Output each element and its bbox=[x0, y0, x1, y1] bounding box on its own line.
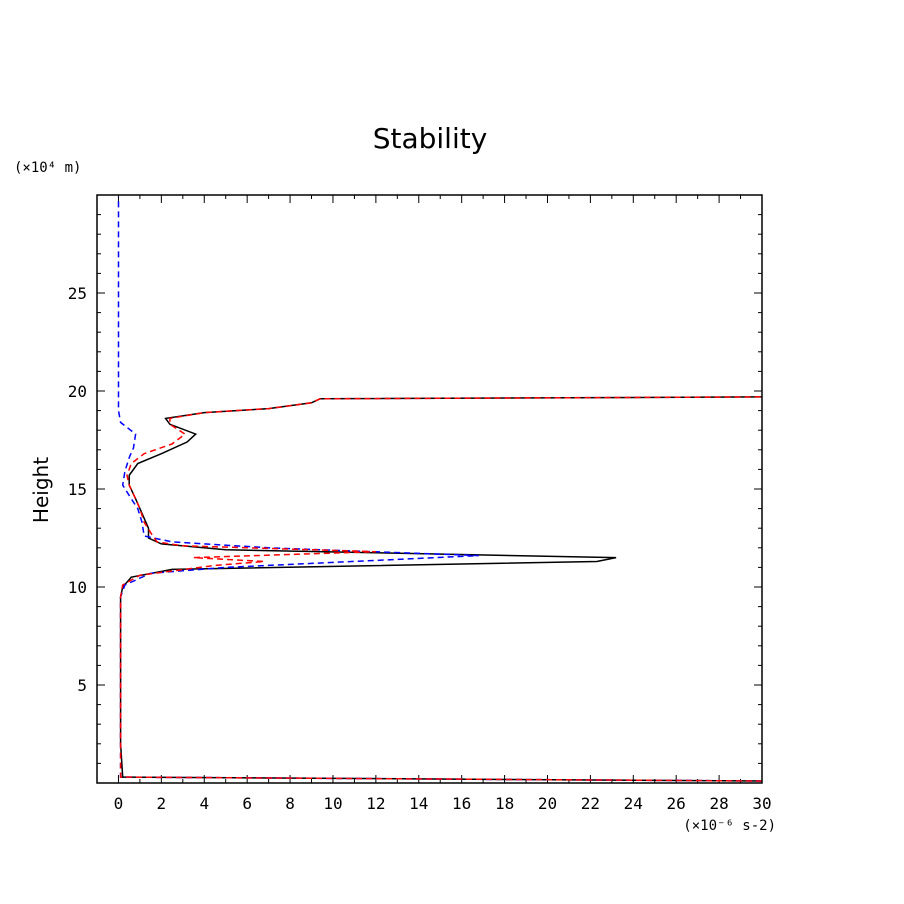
y-axis-label: Height bbox=[29, 457, 53, 523]
chart-title: Stability bbox=[373, 122, 488, 155]
x-tick-label: 24 bbox=[624, 794, 643, 813]
plot-frame bbox=[96, 194, 763, 784]
x-tick-label: 20 bbox=[538, 794, 557, 813]
x-tick-label: 18 bbox=[495, 794, 514, 813]
x-tick-label: 0 bbox=[114, 794, 124, 813]
y-tick-label: 15 bbox=[68, 480, 87, 499]
x-tick-label: 4 bbox=[199, 794, 209, 813]
x-tick-label: 28 bbox=[709, 794, 728, 813]
x-tick-label: 10 bbox=[323, 794, 342, 813]
y-tick-label: 10 bbox=[68, 578, 87, 597]
x-tick-label: 8 bbox=[285, 794, 295, 813]
y-tick-label: 5 bbox=[77, 676, 87, 695]
x-tick-label: 2 bbox=[157, 794, 167, 813]
x-tick-label: 26 bbox=[667, 794, 686, 813]
x-tick-label: 22 bbox=[581, 794, 600, 813]
y-unit-label: (×10⁴ m) bbox=[14, 160, 81, 176]
series-line-2 bbox=[119, 396, 763, 782]
series-line-1 bbox=[117, 197, 763, 782]
x-tick-label: 30 bbox=[752, 794, 771, 813]
x-tick-label: 6 bbox=[242, 794, 252, 813]
series-lines bbox=[117, 197, 763, 782]
y-tick-label: 20 bbox=[68, 382, 87, 401]
series-line-0 bbox=[119, 396, 763, 782]
x-tick-label: 16 bbox=[452, 794, 471, 813]
x-unit-label: (×10⁻⁶ s-2) bbox=[683, 818, 776, 834]
y-tick-label: 25 bbox=[68, 284, 87, 303]
x-tick-label: 12 bbox=[366, 794, 385, 813]
x-tick-label: 14 bbox=[409, 794, 428, 813]
